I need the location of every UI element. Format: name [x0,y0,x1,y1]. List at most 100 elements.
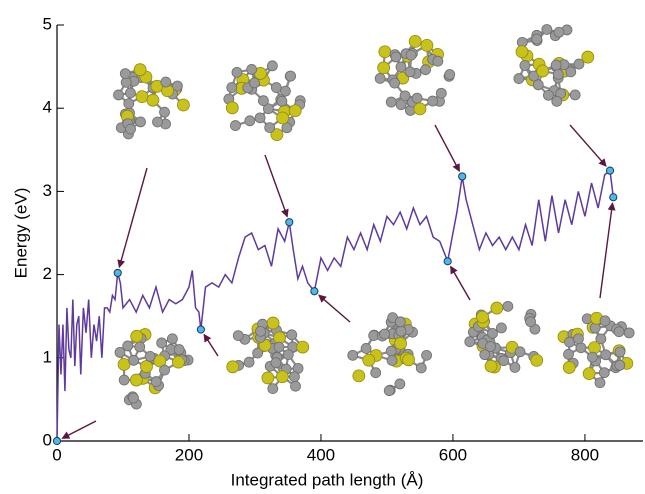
y-tick-label: 2 [43,264,52,283]
cluster-image [347,312,432,397]
atom [153,354,167,368]
atom [515,45,529,59]
atom [536,64,550,78]
atom [370,367,382,379]
atom [550,59,562,71]
atom [226,82,238,93]
arrow [599,202,616,299]
atom [543,89,554,101]
marker-point [609,193,618,202]
y-tick-label: 3 [43,181,52,200]
arrow [203,333,219,357]
atom [432,55,444,67]
cluster-image [114,328,194,410]
atom [231,66,243,78]
cluster-image [113,63,190,140]
energy-line [56,169,615,442]
atom [395,99,407,111]
atom [399,90,411,102]
atom [614,359,626,371]
atom [273,341,285,353]
atom [408,34,422,48]
cluster-image [513,24,595,107]
atom [525,316,536,328]
atom [385,345,397,357]
atom [519,60,531,71]
atom [395,61,407,73]
atom [496,322,507,334]
atom [362,353,376,367]
atom [160,76,172,88]
atom [551,95,563,107]
y-tick-label: 5 [43,14,52,33]
arrow [434,124,460,173]
atom [502,300,514,312]
atom [553,26,565,38]
atom [288,104,302,118]
x-tick-label: 200 [175,445,203,464]
atom [411,92,423,104]
atom [166,333,178,345]
atom [464,336,476,348]
atom [289,371,300,383]
atom [444,69,456,80]
atom [386,355,398,366]
atom [390,51,402,63]
atom [226,360,240,374]
atom [270,128,284,142]
atom [531,33,543,45]
atom [588,341,601,355]
atom [279,85,291,97]
atom [600,349,612,361]
cluster-image [223,60,306,142]
atom [415,362,427,374]
atom [594,377,606,389]
atom [564,336,575,348]
atom [156,337,168,349]
atom [562,361,576,374]
atom [490,301,504,315]
atom [427,95,438,107]
atom [552,68,564,80]
atom [383,385,395,397]
atom [352,369,366,383]
atom [565,66,577,78]
atom [230,120,241,131]
atom [581,50,595,64]
marker-point [443,257,452,266]
atom [413,102,427,116]
atom [487,328,498,339]
atom [347,349,359,361]
atom [623,327,635,339]
atom [374,73,386,84]
atom [129,373,143,387]
atom [113,89,124,101]
atom [128,392,139,404]
atom [485,341,496,352]
y-axis-label: Energy (eV) [11,188,30,279]
arrow [450,265,471,301]
atom [252,347,264,359]
atom [249,77,260,89]
atom [125,87,136,99]
arrow [318,294,351,323]
atom [290,380,301,392]
atom [243,356,255,368]
atom [404,66,416,78]
atom [420,64,431,76]
cluster-image [226,316,310,395]
atom [270,82,282,93]
atom [232,330,244,342]
atom [225,101,239,115]
atom [270,357,282,369]
atom [140,360,153,373]
atom [385,96,397,108]
marker-point [605,166,615,175]
atom [405,49,417,61]
atom [276,95,288,107]
cluster-image [557,311,635,389]
atom [266,316,280,330]
atom [614,346,626,358]
atom [532,79,544,91]
arrow [569,124,607,167]
